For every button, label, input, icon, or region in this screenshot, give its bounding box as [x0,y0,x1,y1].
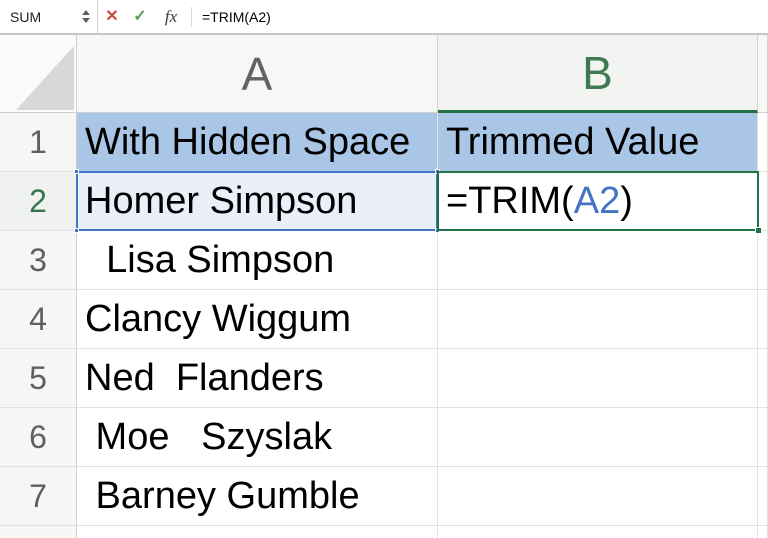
formula-bar-divider [191,6,192,27]
name-box-stepper[interactable] [82,10,90,23]
cell-a1[interactable]: With Hidden Space [77,113,438,172]
cancel-icon: ✕ [105,8,119,25]
cell-c6[interactable] [758,408,768,467]
cell-a8-partial [77,526,438,538]
insert-function-button[interactable]: fx [164,7,178,26]
row-header-3[interactable]: 3 [0,231,77,290]
row-header-8-partial [0,526,77,538]
row-header-4[interactable]: 4 [0,290,77,349]
cell-b5[interactable] [438,349,758,408]
cell-c5[interactable] [758,349,768,408]
row-header-6[interactable]: 6 [0,408,77,467]
cell-c8-partial [758,526,768,538]
row-header-7[interactable]: 7 [0,467,77,526]
formula-input[interactable]: =TRIM(A2) [202,8,271,25]
formula-bar: SUM ✕ ✓ fx =TRIM(A2) [0,0,768,35]
cell-c1[interactable] [758,113,768,172]
cell-b7[interactable] [438,467,758,526]
formula-cell-reference: A2 [573,179,621,222]
stepper-up-icon [82,10,90,15]
cell-a2[interactable]: Homer Simpson [77,172,438,231]
row-header-2[interactable]: 2 [0,172,77,231]
stepper-down-icon [82,18,90,23]
confirm-button[interactable]: ✓ [126,0,154,33]
spreadsheet-grid: A B 1 With Hidden Space Trimmed Value 2 … [0,35,768,538]
column-header-b[interactable]: B [438,35,758,113]
cell-b3[interactable] [438,231,758,290]
column-header-a[interactable]: A [77,35,438,113]
cell-c2[interactable] [758,172,768,231]
fill-handle[interactable] [755,227,762,234]
cell-a3[interactable]: Lisa Simpson [77,231,438,290]
cell-c3[interactable] [758,231,768,290]
cell-b6[interactable] [438,408,758,467]
cell-a5[interactable]: Ned Flanders [77,349,438,408]
cell-a6[interactable]: Moe Szyslak [77,408,438,467]
name-box-value: SUM [10,8,42,25]
check-icon: ✓ [133,8,147,25]
row-header-5[interactable]: 5 [0,349,77,408]
cell-c4[interactable] [758,290,768,349]
name-box[interactable]: SUM [0,0,98,33]
cell-b4[interactable] [438,290,758,349]
cell-b8-partial [438,526,758,538]
cell-a4[interactable]: Clancy Wiggum [77,290,438,349]
cell-a7[interactable]: Barney Gumble [77,467,438,526]
formula-prefix: =TRIM( [446,179,574,222]
cancel-button[interactable]: ✕ [98,0,126,33]
select-all-corner[interactable] [0,35,77,113]
cell-c7[interactable] [758,467,768,526]
cell-b1[interactable]: Trimmed Value [438,113,758,172]
formula-suffix: ) [620,179,633,222]
column-header-c[interactable] [758,35,768,113]
row-header-1[interactable]: 1 [0,113,77,172]
cell-b2-formula-edit[interactable]: =TRIM(A2) [438,172,758,231]
select-all-triangle-icon [16,46,74,110]
